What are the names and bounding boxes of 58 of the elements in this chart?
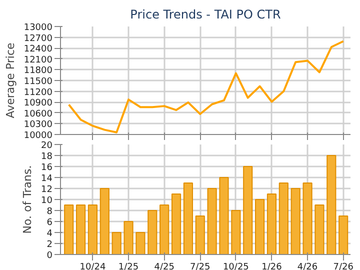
bar bbox=[231, 210, 241, 254]
x-tick-label: 4/25 bbox=[154, 262, 174, 270]
y-tick-label: 0 bbox=[46, 251, 53, 261]
y-tick-label: 12 bbox=[41, 185, 52, 195]
bar bbox=[88, 204, 98, 254]
y-tick-label: 12100 bbox=[24, 55, 53, 66]
y-tick-label: 10000 bbox=[24, 131, 53, 141]
x-tick-label: 10/25 bbox=[222, 262, 249, 270]
y-tick-label: 10 bbox=[41, 196, 53, 206]
bar bbox=[255, 199, 265, 254]
y-tick-label: 12400 bbox=[24, 44, 53, 55]
y-tick-label: 14 bbox=[41, 174, 53, 184]
y-tick-label: 13000 bbox=[24, 23, 53, 33]
bar bbox=[243, 166, 253, 254]
bar bbox=[314, 204, 324, 254]
bar bbox=[207, 188, 217, 254]
x-tick-label: 1/25 bbox=[118, 262, 139, 270]
y-tick-label: 4 bbox=[46, 229, 53, 239]
y-tick-label: 16 bbox=[41, 163, 53, 173]
line-series bbox=[68, 40, 344, 134]
bar bbox=[183, 182, 193, 254]
y-axis-title: No. of Trans. bbox=[21, 165, 34, 234]
bar bbox=[266, 194, 277, 254]
bar bbox=[326, 155, 336, 254]
x-tick-label: 1/26 bbox=[262, 262, 282, 270]
y-tick-label: 12700 bbox=[24, 34, 53, 44]
bar bbox=[195, 216, 205, 254]
y-tick-label: 10900 bbox=[24, 98, 53, 109]
bar bbox=[64, 204, 74, 254]
bar bbox=[302, 182, 312, 254]
x-tick-label: 4/26 bbox=[297, 262, 318, 270]
bar bbox=[100, 188, 110, 254]
bar bbox=[278, 182, 288, 254]
bar bbox=[136, 232, 146, 254]
bar bbox=[76, 204, 86, 254]
y-tick-label: 8 bbox=[46, 207, 53, 217]
y-tick-label: 11500 bbox=[24, 77, 53, 87]
bar bbox=[290, 188, 300, 254]
y-tick-label: 11200 bbox=[24, 88, 53, 98]
bar bbox=[112, 232, 122, 254]
y-tick-label: 10300 bbox=[24, 120, 53, 130]
bar bbox=[338, 216, 348, 254]
bar bbox=[160, 204, 170, 254]
y-tick-label: 2 bbox=[46, 240, 53, 250]
bar bbox=[124, 221, 134, 254]
y-tick-label: 20 bbox=[41, 141, 53, 151]
bar bbox=[171, 194, 182, 254]
chart-title: Price Trends - TAI PO CTR bbox=[130, 8, 281, 22]
y-axis-title: Average Price bbox=[4, 42, 17, 118]
x-tick-label: 7/25 bbox=[190, 262, 210, 270]
x-tick-label: 7/26 bbox=[333, 262, 354, 270]
y-tick-label: 6 bbox=[46, 218, 53, 228]
bar bbox=[219, 177, 229, 254]
y-tick-label: 18 bbox=[41, 152, 53, 162]
x-tick-label: 10/24 bbox=[80, 262, 106, 270]
bar bbox=[148, 210, 158, 254]
y-tick-label: 11800 bbox=[24, 66, 53, 76]
y-tick-label: 10600 bbox=[24, 109, 53, 120]
